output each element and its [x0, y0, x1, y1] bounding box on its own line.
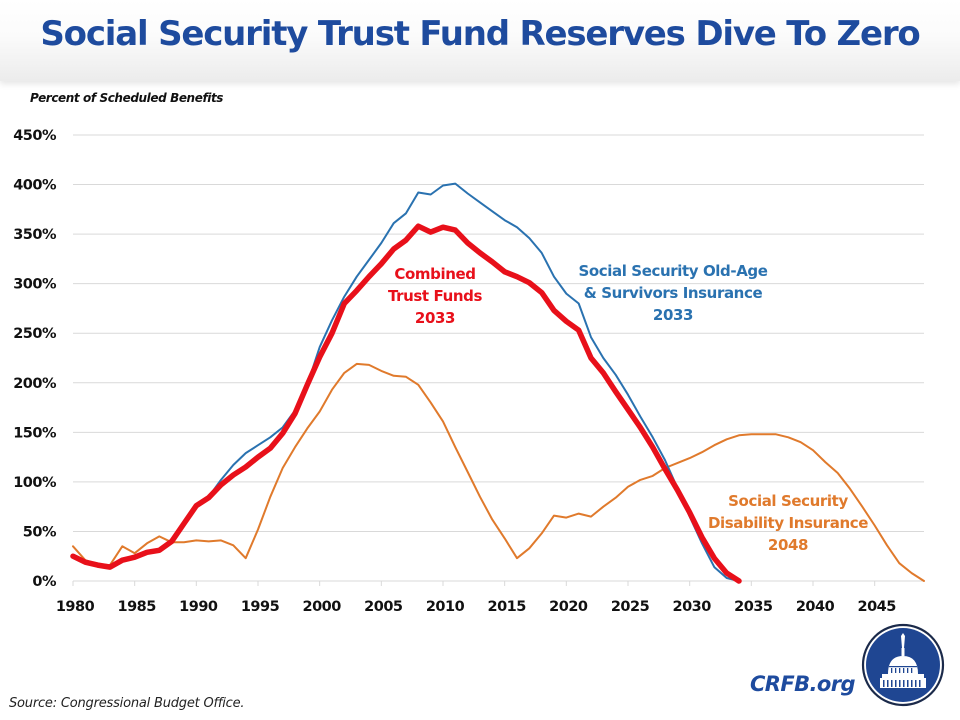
annotation-di: 2048 — [768, 536, 808, 554]
annotation-di: Social Security — [728, 492, 848, 510]
x-tick-label: 2020 — [549, 599, 588, 615]
x-tick-label: 2045 — [857, 599, 896, 615]
annotation-combined: Combined — [394, 265, 475, 283]
x-tick-label: 2005 — [364, 599, 403, 615]
y-tick-label: 50% — [23, 524, 57, 540]
header-band: Social Security Trust Fund Reserves Dive… — [0, 0, 960, 81]
series-line-combined — [70, 223, 742, 584]
capitol-dome-seal-icon — [861, 623, 945, 707]
x-tick-label: 2015 — [487, 599, 526, 615]
x-tick-label: 2035 — [734, 599, 773, 615]
brand-link[interactable]: CRFB.org — [750, 672, 856, 696]
x-tick-label: 1995 — [241, 599, 280, 615]
source-note: Source: Congressional Budget Office. — [9, 696, 245, 711]
annotation-combined: Trust Funds — [388, 287, 483, 305]
x-tick-label: 2030 — [672, 599, 711, 615]
x-tick-label: 2010 — [426, 599, 465, 615]
y-tick-label: 250% — [13, 326, 57, 342]
x-tick-label: 2025 — [611, 599, 650, 615]
y-tick-label: 400% — [13, 178, 57, 194]
x-tick-label: 1980 — [56, 599, 95, 615]
page-title: Social Security Trust Fund Reserves Dive… — [40, 14, 920, 54]
x-tick-label: 2000 — [302, 599, 341, 615]
gridlines — [73, 134, 924, 582]
annotations: Combined Trust Funds 2033 Social Security O… — [388, 262, 869, 554]
y-axis-label: Percent of Scheduled Benefits — [30, 91, 224, 105]
x-axis-ticks: 1980 1985 1990 1995 2000 2005 2010 2015 2020 2025… — [56, 581, 897, 615]
annotation-di: Disability Insurance — [708, 514, 868, 532]
y-tick-label: 450% — [13, 128, 57, 144]
series-line-di — [72, 362, 925, 582]
y-axis-ticks: 0% 50% 100% 150% 200% 250% 300% 350% 400% 450% — [13, 128, 57, 590]
annotation-oasi: 2033 — [653, 306, 693, 324]
x-tick-label: 1990 — [179, 599, 218, 615]
annotation-oasi: & Survivors Insurance — [584, 284, 763, 302]
x-tick-label: 2040 — [796, 599, 835, 615]
y-tick-label: 0% — [32, 574, 57, 590]
y-tick-label: 100% — [13, 475, 57, 491]
annotation-combined: 2033 — [415, 309, 455, 327]
y-tick-label: 350% — [13, 227, 57, 243]
x-tick-label: 1985 — [117, 599, 156, 615]
y-tick-label: 150% — [13, 425, 57, 441]
y-tick-label: 300% — [13, 277, 57, 293]
annotation-oasi: Social Security Old-Age — [578, 262, 767, 280]
y-tick-label: 200% — [13, 376, 57, 392]
series-lines — [70, 182, 925, 584]
